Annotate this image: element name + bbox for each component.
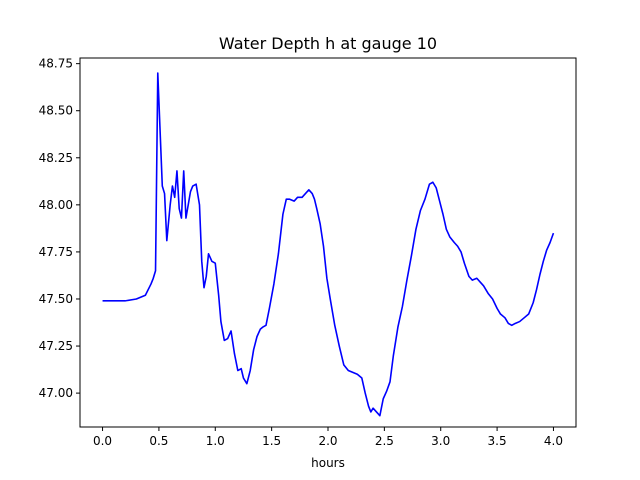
x-axis: 0.0 0.5 1.0 1.5 2.0 2.5 3.0 3.5 4.0 [93,427,563,448]
x-tick-label: 1.0 [206,434,225,448]
x-tick-label: 4.0 [544,434,563,448]
y-tick-label: 48.50 [39,104,73,118]
x-tick-label: 3.0 [431,434,450,448]
x-tick-label: 0.5 [149,434,168,448]
y-tick-label: 48.75 [39,57,73,71]
x-tick-label: 3.5 [488,434,507,448]
y-tick-label: 47.00 [39,386,73,400]
y-tick-label: 48.25 [39,151,73,165]
x-tick-label: 0.0 [93,434,112,448]
y-tick-label: 47.50 [39,292,73,306]
y-tick-label: 47.25 [39,339,73,353]
x-tick-label: 1.5 [262,434,281,448]
y-tick-label: 48.00 [39,198,73,212]
plot-frame [79,57,577,428]
chart-title: Water Depth h at gauge 10 [219,34,437,53]
y-axis: 47.00 47.25 47.50 47.75 48.00 48.25 48.50 48.75 [39,57,80,400]
x-axis-label: hours [311,456,345,470]
x-tick-label: 2.0 [318,434,337,448]
series-line [102,72,555,417]
x-tick-label: 2.5 [375,434,394,448]
y-tick-label: 47.75 [39,245,73,259]
